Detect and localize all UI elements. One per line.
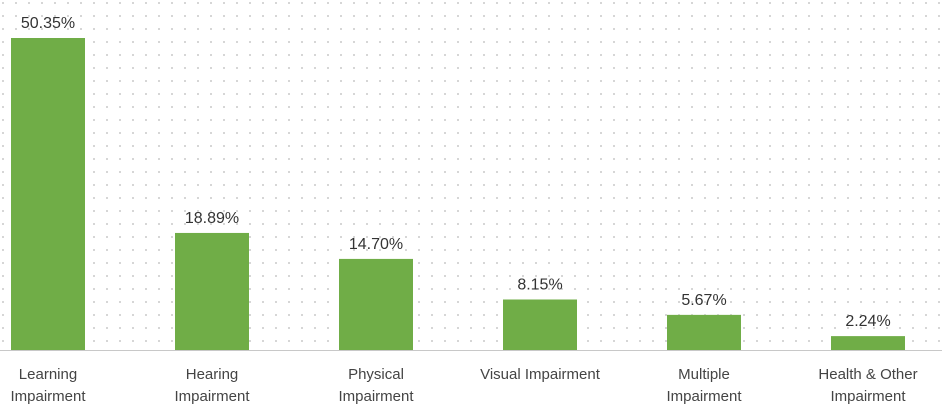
x-tick-label: Multiple Impairment bbox=[666, 366, 742, 405]
data-label: 5.67% bbox=[681, 292, 726, 309]
data-label: 8.15% bbox=[517, 276, 562, 293]
bar bbox=[175, 232, 249, 350]
bar bbox=[339, 258, 413, 350]
data-label: 50.35% bbox=[21, 15, 75, 32]
x-tick-label: Learning Impairment bbox=[10, 366, 86, 405]
plot-background bbox=[0, 0, 942, 350]
bar bbox=[11, 38, 85, 350]
data-label: 18.89% bbox=[185, 210, 239, 227]
bar bbox=[667, 314, 741, 350]
x-tick-label: Health & Other Impairment bbox=[818, 366, 918, 405]
data-label: 14.70% bbox=[349, 236, 403, 253]
bar bbox=[503, 299, 577, 350]
x-tick-label: Physical Impairment bbox=[338, 366, 414, 405]
data-label: 2.24% bbox=[845, 313, 890, 330]
x-tick-label: Hearing Impairment bbox=[174, 366, 250, 405]
x-tick-label: Visual Impairment bbox=[480, 366, 600, 383]
bar bbox=[831, 336, 905, 350]
